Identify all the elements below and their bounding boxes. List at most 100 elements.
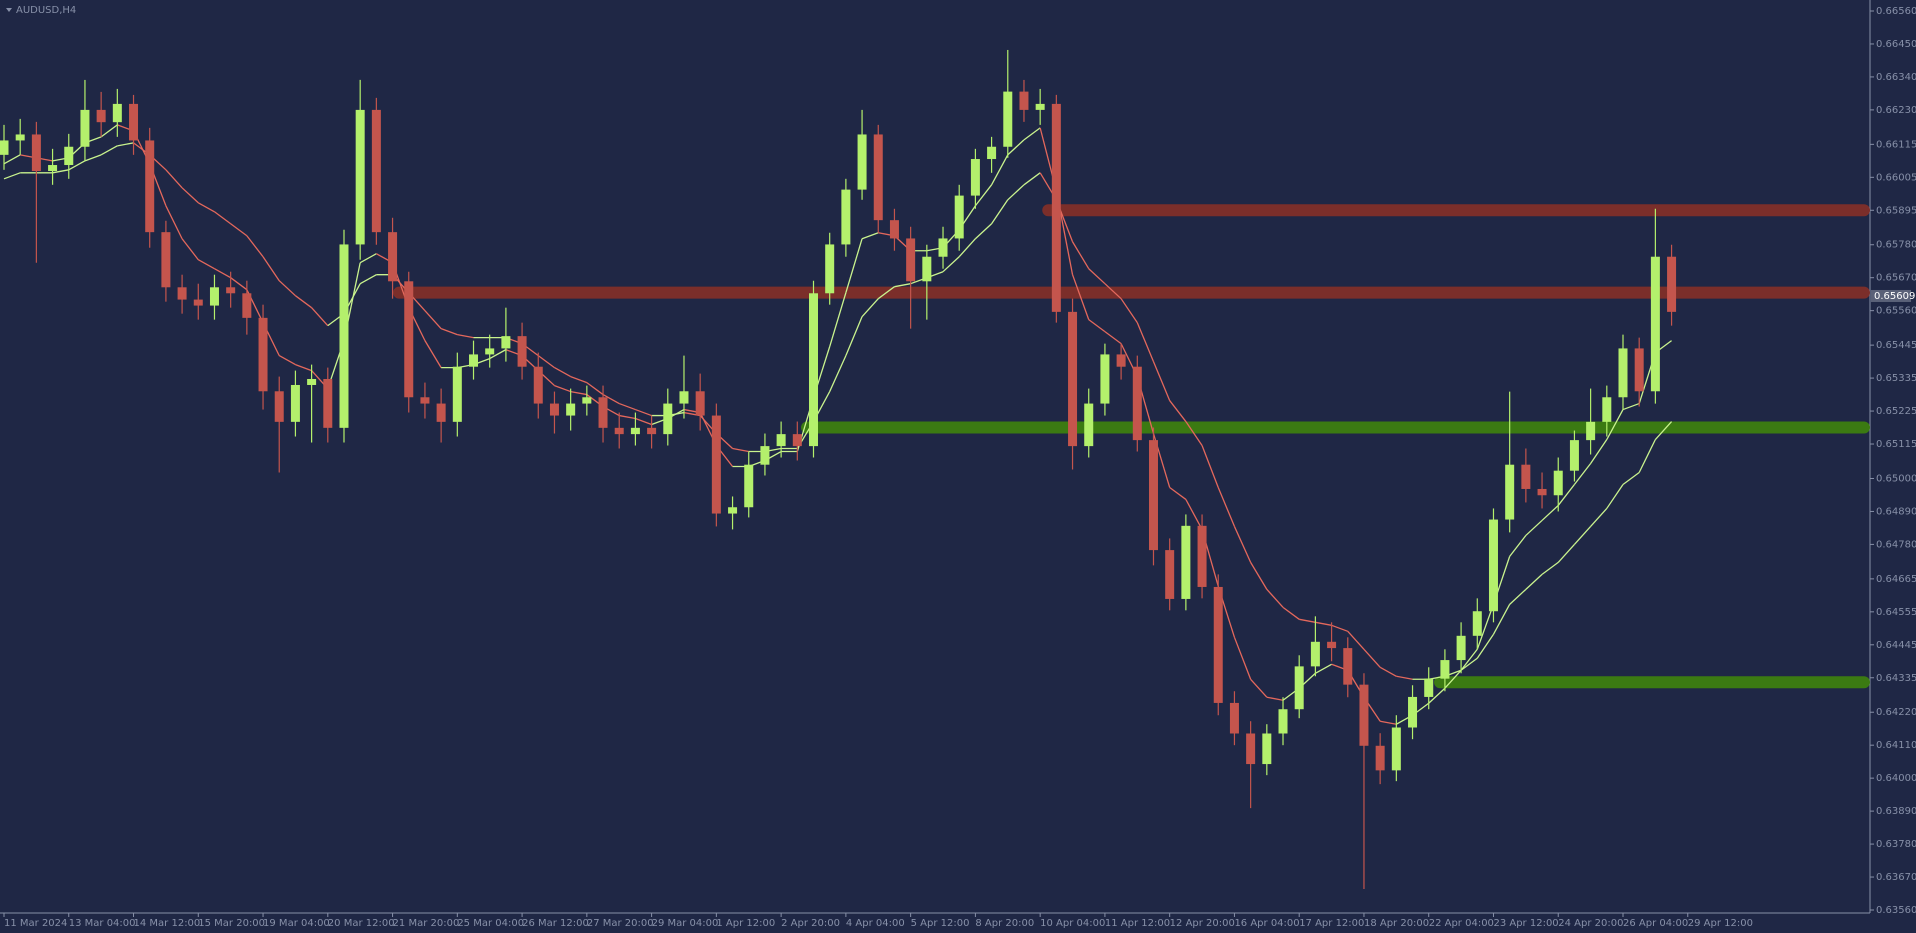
candle-body bbox=[388, 232, 398, 282]
moving-average-segment bbox=[1638, 439, 1656, 473]
candle-body bbox=[242, 293, 252, 318]
candle-body bbox=[970, 159, 980, 196]
candle-body bbox=[355, 109, 365, 245]
y-tick-label: 0.66340 bbox=[1876, 72, 1916, 83]
x-tick-label: 18 Apr 20:00 bbox=[1364, 918, 1429, 929]
candle-body bbox=[630, 427, 640, 435]
moving-average-segment bbox=[1315, 621, 1332, 626]
candle-body bbox=[290, 384, 300, 422]
candle-body bbox=[1246, 733, 1256, 765]
candle-body bbox=[857, 134, 867, 190]
moving-average-segment bbox=[1331, 624, 1348, 632]
candle-body bbox=[1618, 348, 1628, 398]
candle-body bbox=[663, 403, 673, 435]
moving-average-segment bbox=[1363, 648, 1381, 668]
moving-average-segment bbox=[457, 334, 474, 339]
moving-average-segment bbox=[295, 363, 312, 372]
moving-average-segment bbox=[1233, 637, 1252, 680]
moving-average-segment bbox=[1606, 484, 1624, 509]
candle-body bbox=[15, 134, 25, 141]
moving-average-segment bbox=[1476, 633, 1495, 659]
candle-body bbox=[1181, 525, 1191, 599]
moving-average-segment bbox=[246, 235, 264, 258]
moving-average-segment bbox=[974, 184, 993, 207]
moving-average-segment bbox=[1315, 663, 1332, 674]
moving-average-segment bbox=[570, 390, 587, 396]
y-tick-label: 0.63670 bbox=[1876, 872, 1916, 883]
moving-average-segment bbox=[845, 238, 863, 293]
y-tick-label: 0.64110 bbox=[1876, 740, 1916, 751]
y-tick-label: 0.65445 bbox=[1876, 340, 1916, 351]
candle-body bbox=[1456, 635, 1466, 661]
y-tick-label: 0.64445 bbox=[1876, 640, 1916, 651]
moving-average-segment bbox=[877, 286, 895, 300]
candle-body bbox=[679, 391, 689, 404]
moving-average-segment bbox=[1428, 687, 1446, 704]
candle-body bbox=[1294, 666, 1304, 710]
candle-body bbox=[469, 354, 479, 367]
candle-body bbox=[1391, 727, 1401, 771]
x-tick-label: 8 Apr 20:00 bbox=[975, 918, 1034, 929]
moving-average-segment bbox=[424, 310, 442, 330]
y-tick-label: 0.66005 bbox=[1876, 172, 1916, 183]
candle-body bbox=[129, 103, 139, 141]
candle-body bbox=[517, 336, 527, 367]
moving-average-segment bbox=[1509, 588, 1527, 605]
x-tick-label: 26 Apr 04:00 bbox=[1623, 918, 1688, 929]
moving-average-segment bbox=[554, 384, 571, 393]
symbol-menu-icon[interactable] bbox=[6, 8, 12, 12]
moving-average-segment bbox=[537, 355, 555, 369]
moving-average-segment bbox=[424, 340, 442, 368]
moving-average-segment bbox=[311, 307, 329, 327]
candle-body bbox=[760, 446, 770, 465]
candle-body bbox=[193, 299, 203, 306]
y-tick-label: 0.64665 bbox=[1876, 574, 1916, 585]
moving-average-segment bbox=[1023, 127, 1041, 141]
candle-body bbox=[1440, 660, 1450, 679]
candle-body bbox=[1602, 397, 1612, 422]
candle-body bbox=[906, 238, 916, 282]
moving-average-segment bbox=[991, 199, 1009, 225]
candle-body bbox=[1521, 464, 1531, 489]
moving-average-segment bbox=[1557, 484, 1575, 506]
candle-body bbox=[1003, 91, 1013, 147]
symbol-title: AUDUSD,H4 bbox=[16, 5, 76, 16]
x-tick-label: 10 Apr 04:00 bbox=[1040, 918, 1105, 929]
moving-average-segment bbox=[262, 256, 280, 282]
candle-body bbox=[566, 403, 576, 416]
moving-average-segment bbox=[1136, 322, 1155, 362]
moving-average-segment bbox=[974, 223, 993, 240]
y-tick-label: 0.64335 bbox=[1876, 673, 1916, 684]
candle-body bbox=[1148, 440, 1158, 551]
moving-average-segment bbox=[1492, 604, 1511, 635]
moving-average-segment bbox=[942, 256, 960, 273]
candle-body bbox=[695, 391, 705, 416]
candle-body bbox=[582, 397, 592, 404]
candle-body bbox=[987, 146, 997, 160]
x-tick-label: 19 Mar 04:00 bbox=[263, 918, 330, 929]
candle-body bbox=[1537, 488, 1547, 496]
candle-body bbox=[1165, 550, 1175, 599]
moving-average-segment bbox=[1120, 298, 1138, 324]
candle-body bbox=[1343, 648, 1353, 685]
moving-average-segment bbox=[1071, 274, 1090, 320]
moving-average-segment bbox=[1379, 666, 1397, 677]
moving-average-segment bbox=[3, 154, 21, 165]
candle-body bbox=[404, 281, 414, 398]
candle-body bbox=[64, 146, 74, 166]
x-tick-label: 5 Apr 12:00 bbox=[911, 918, 970, 929]
moving-average-segment bbox=[52, 169, 69, 174]
candle-body bbox=[1310, 641, 1320, 667]
moving-average-segment bbox=[894, 283, 911, 288]
y-tick-label: 0.66115 bbox=[1876, 139, 1916, 150]
moving-average-segment bbox=[1169, 486, 1187, 500]
moving-average-segment bbox=[278, 355, 296, 366]
y-tick-label: 0.65780 bbox=[1876, 240, 1916, 251]
moving-average-segment bbox=[554, 367, 571, 378]
candle-body bbox=[112, 103, 122, 123]
x-tick-label: 22 Apr 04:00 bbox=[1429, 918, 1494, 929]
moving-average-segment bbox=[635, 408, 652, 417]
moving-average-segment bbox=[1590, 508, 1608, 527]
candle-body bbox=[452, 366, 462, 422]
x-tick-label: 14 Mar 12:00 bbox=[134, 918, 201, 929]
